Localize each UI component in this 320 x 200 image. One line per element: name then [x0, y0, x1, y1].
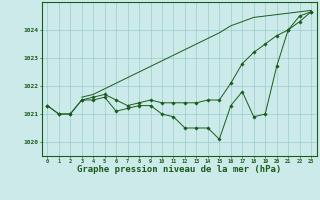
X-axis label: Graphe pression niveau de la mer (hPa): Graphe pression niveau de la mer (hPa) — [77, 165, 281, 174]
